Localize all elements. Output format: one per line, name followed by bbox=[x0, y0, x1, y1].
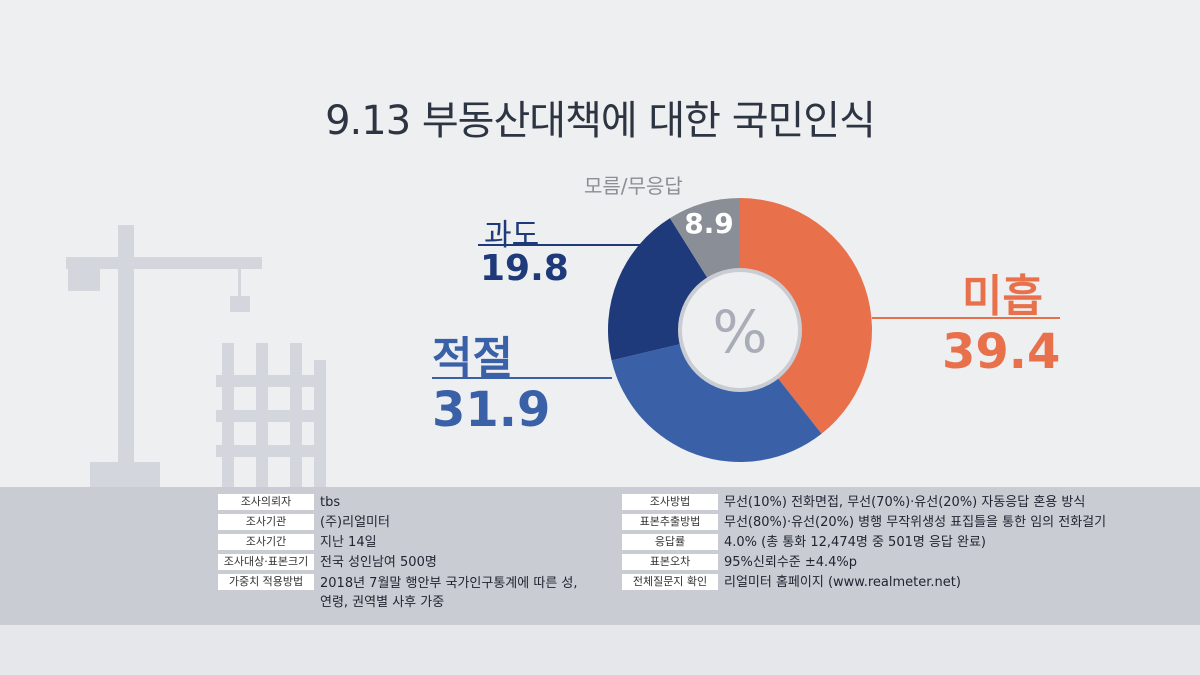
info-key: 조사방법 bbox=[622, 494, 718, 510]
slice-insufficient bbox=[740, 198, 873, 434]
info-key: 조사기관 bbox=[218, 514, 314, 530]
donut-hole bbox=[678, 268, 802, 392]
survey-info-right: 조사방법 무선(10%) 전화면접, 무선(70%)·유선(20%) 자동응답 혼… bbox=[622, 494, 1106, 594]
info-key: 표본오차 bbox=[622, 554, 718, 570]
info-row: 가중치 적용방법 2018년 7월말 행안부 국가인구통계에 따른 성, 연령, … bbox=[218, 574, 580, 610]
info-value: 지난 14일 bbox=[320, 535, 377, 550]
footer-band bbox=[0, 625, 1200, 675]
info-value: (주)리얼미터 bbox=[320, 515, 390, 530]
info-row: 전체질문지 확인 리얼미터 홈페이지 (www.realmeter.net) bbox=[622, 574, 1106, 593]
info-row: 조사의뢰자 tbs bbox=[218, 494, 580, 513]
info-row: 조사방법 무선(10%) 전화면접, 무선(70%)·유선(20%) 자동응답 혼… bbox=[622, 494, 1106, 513]
appropriate-value: 31.9 bbox=[432, 382, 551, 438]
info-key: 조사기간 bbox=[218, 534, 314, 550]
info-row: 표본오차 95%신뢰수준 ±4.4%p bbox=[622, 554, 1106, 573]
info-key: 조사대상·표본크기 bbox=[218, 554, 314, 570]
info-row: 조사기간 지난 14일 bbox=[218, 534, 580, 553]
info-value: 리얼미터 홈페이지 (www.realmeter.net) bbox=[724, 575, 961, 590]
percent-symbol: % bbox=[712, 298, 767, 366]
dk-value-label: 8.9 bbox=[684, 207, 734, 240]
info-key: 표본추출방법 bbox=[622, 514, 718, 530]
info-key: 조사의뢰자 bbox=[218, 494, 314, 510]
info-value: 2018년 7월말 행안부 국가인구통계에 따른 성, 연령, 권역별 사후 가… bbox=[320, 576, 578, 610]
excessive-label: 과도 bbox=[484, 218, 540, 253]
info-value: 전국 성인남여 500명 bbox=[320, 555, 437, 570]
info-key: 가중치 적용방법 bbox=[218, 574, 314, 590]
info-key: 응답률 bbox=[622, 534, 718, 550]
dk-label: 모름/무응답 bbox=[584, 174, 683, 198]
info-row: 조사대상·표본크기 전국 성인남여 500명 bbox=[218, 554, 580, 573]
info-value: 4.0% (총 통화 12,474명 중 501명 응답 완료) bbox=[724, 535, 986, 550]
info-value: 무선(80%)·유선(20%) 병행 무작위생성 표집틀을 통한 임의 전화걸기 bbox=[724, 515, 1107, 530]
info-row: 응답률 4.0% (총 통화 12,474명 중 501명 응답 완료) bbox=[622, 534, 1106, 553]
page-title: 9.13 부동산대책에 대한 국민인식 bbox=[325, 98, 876, 144]
appropriate-label: 적절 bbox=[432, 333, 513, 384]
info-value: tbs bbox=[320, 495, 341, 510]
info-row: 표본추출방법 무선(80%)·유선(20%) 병행 무작위생성 표집틀을 통한 임… bbox=[622, 514, 1106, 533]
info-row: 조사기관 (주)리얼미터 bbox=[218, 514, 580, 533]
survey-info-band bbox=[0, 487, 1200, 625]
slice-appropriate bbox=[611, 330, 822, 463]
insufficient-label: 미흡 bbox=[962, 271, 1043, 322]
excessive-value: 19.8 bbox=[480, 248, 569, 289]
info-key: 전체질문지 확인 bbox=[622, 574, 718, 590]
info-value: 95%신뢰수준 ±4.4%p bbox=[724, 555, 858, 570]
info-value: 무선(10%) 전화면접, 무선(70%)·유선(20%) 자동응답 혼용 방식 bbox=[724, 495, 1086, 510]
insufficient-value: 39.4 bbox=[942, 324, 1061, 380]
